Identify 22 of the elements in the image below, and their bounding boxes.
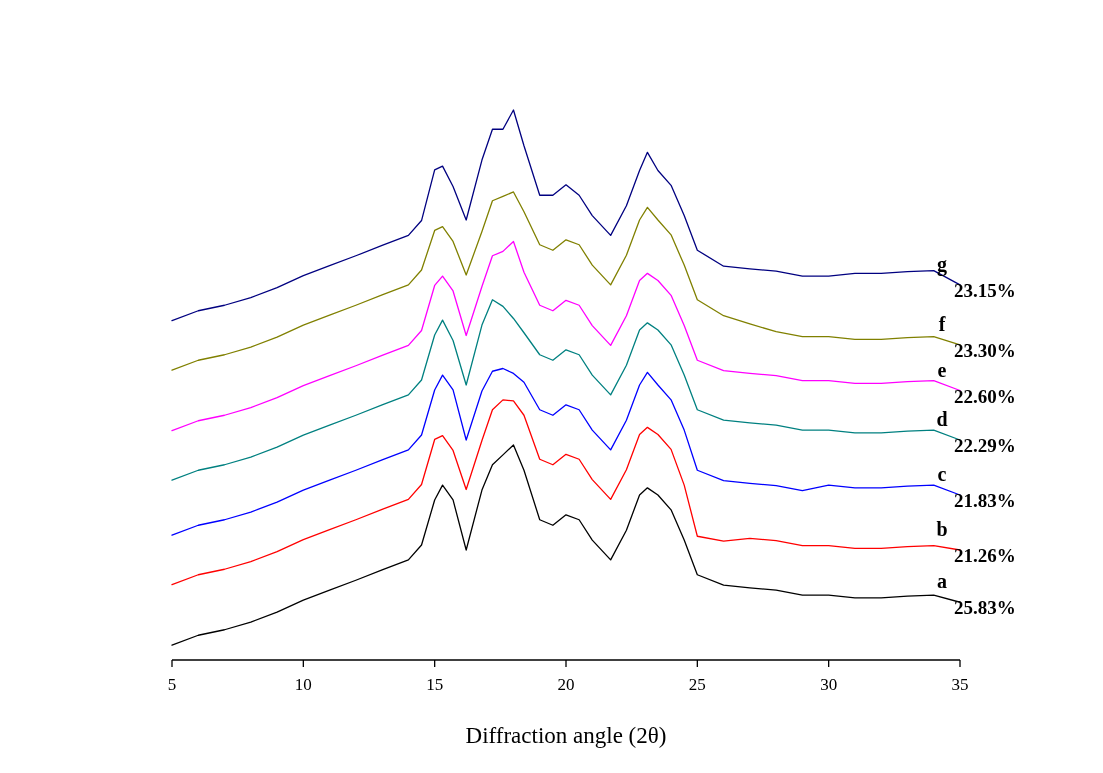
annotation: 25.83% bbox=[954, 597, 1016, 619]
annotation: 22.60% bbox=[954, 385, 1016, 407]
annotation: 23.30% bbox=[954, 339, 1016, 361]
series-label: a bbox=[937, 570, 947, 593]
x-tick-label: 15 bbox=[426, 675, 444, 694]
series-label: g bbox=[937, 252, 947, 276]
annotation: 21.83% bbox=[954, 490, 1016, 511]
series-label: f bbox=[938, 312, 946, 335]
x-tick-label: 30 bbox=[820, 675, 838, 694]
x-tick-label: 10 bbox=[294, 675, 312, 694]
series-label: e bbox=[937, 358, 947, 381]
annotation: 21.26% bbox=[954, 545, 1016, 566]
series-label: d bbox=[936, 408, 948, 430]
x-axis-title: Diffraction angle (2θ) bbox=[465, 723, 667, 748]
x-tick-label: 25 bbox=[688, 675, 706, 694]
x-tick-label: 35 bbox=[951, 675, 969, 694]
x-tick-label: 5 bbox=[167, 675, 177, 694]
x-tick-label: 20 bbox=[557, 675, 575, 694]
annotation: 23.15% bbox=[954, 279, 1016, 301]
series-label: b bbox=[936, 518, 948, 540]
annotation: 22.29% bbox=[954, 435, 1016, 456]
series-label: c bbox=[937, 463, 947, 485]
